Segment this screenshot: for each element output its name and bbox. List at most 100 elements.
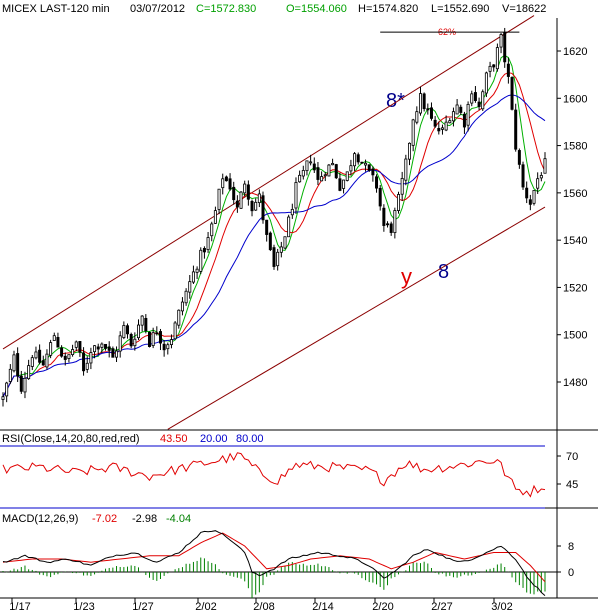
candle-body xyxy=(323,174,327,177)
candle-body xyxy=(202,247,206,253)
candle-body xyxy=(239,191,243,209)
rsi-low-label: 20.00 xyxy=(200,433,228,445)
candle-body xyxy=(451,111,455,122)
x-tick-label: 1/17 xyxy=(9,601,30,613)
candle-body xyxy=(298,174,302,183)
candle-body xyxy=(122,325,126,338)
candle-body xyxy=(415,111,419,123)
candle-body xyxy=(177,309,181,326)
price-y-tick-label: 1520 xyxy=(563,282,587,294)
candle-body xyxy=(492,64,496,68)
candle-body xyxy=(517,150,521,165)
candle-body xyxy=(345,171,349,181)
candle-body xyxy=(16,353,20,377)
candle-body xyxy=(250,200,254,212)
candle-body xyxy=(19,375,23,392)
candle-body xyxy=(38,349,42,363)
candle-body xyxy=(213,210,217,224)
candle-body xyxy=(235,200,239,208)
candle-body xyxy=(188,281,192,293)
candle-body xyxy=(411,119,415,146)
candle-body xyxy=(67,354,71,359)
candle-body xyxy=(371,168,375,176)
candle-body xyxy=(272,247,276,267)
candle-body xyxy=(375,176,379,189)
x-tick-label: 3/02 xyxy=(491,601,512,613)
candle-body xyxy=(56,337,60,348)
candle-body xyxy=(364,162,368,166)
candle-body xyxy=(169,339,173,346)
candle-body xyxy=(510,77,514,110)
candle-body xyxy=(144,317,148,332)
candle-body xyxy=(115,350,119,358)
candle-body xyxy=(265,219,269,235)
candle-body xyxy=(301,170,305,177)
axes-layer: 1480 1500 1520 1540 1560 1580 1600 1620 45 70 0 8 1/… xyxy=(9,46,587,613)
candle-body xyxy=(254,201,258,211)
candle-body xyxy=(338,178,342,191)
rsi-y-tick-label: 70 xyxy=(566,451,578,463)
candle-body xyxy=(173,322,177,340)
price-y-tick-label: 1480 xyxy=(563,377,587,389)
candle-body xyxy=(224,176,228,182)
candle-body xyxy=(184,290,188,304)
candle-body xyxy=(536,178,540,189)
candle-body xyxy=(488,65,492,72)
candle-body xyxy=(393,210,397,234)
candle-body xyxy=(129,333,133,347)
x-tick-label: 2/08 xyxy=(253,601,274,613)
rsi-name-label: RSI(Close,14,20,80,red,red) xyxy=(2,433,140,445)
candle-body xyxy=(158,331,162,344)
low-label: L=1552.690 xyxy=(431,3,489,15)
candle-body xyxy=(418,93,422,114)
candle-body xyxy=(195,268,199,273)
candle-body xyxy=(353,153,357,167)
candle-body xyxy=(268,232,272,251)
x-tick-label: 1/23 xyxy=(73,601,94,613)
candle-body xyxy=(228,178,232,190)
rsi-value-label: 43.50 xyxy=(160,433,188,445)
candle-body xyxy=(473,92,477,101)
candle-body xyxy=(12,354,16,372)
candle-body xyxy=(459,106,463,113)
candle-body xyxy=(312,163,316,171)
candle-body xyxy=(484,72,488,94)
macd-signal-line xyxy=(2,532,546,583)
candle-body xyxy=(96,346,100,350)
candle-body xyxy=(400,178,404,195)
candle-body xyxy=(151,332,155,346)
candle-body xyxy=(320,176,324,182)
candle-body xyxy=(147,331,151,347)
candle-body xyxy=(316,167,320,180)
rsi-pane xyxy=(0,445,546,509)
candle-body xyxy=(180,301,184,312)
price-y-tick-label: 1580 xyxy=(563,141,587,153)
candle-body xyxy=(294,182,298,209)
candle-body xyxy=(107,346,111,351)
candle-body xyxy=(349,165,353,172)
candle-body xyxy=(422,93,426,110)
candle-body xyxy=(506,63,510,77)
moving-average-1-line xyxy=(2,54,546,397)
candle-body xyxy=(386,223,390,226)
price-y-tick-label: 1600 xyxy=(563,93,587,105)
candle-body xyxy=(433,119,437,127)
candle-body xyxy=(495,47,499,70)
candle-body xyxy=(290,208,294,216)
candle-body xyxy=(528,199,532,205)
candle-body xyxy=(232,186,236,201)
candle-body xyxy=(74,341,78,348)
macd-hist-label: -4.04 xyxy=(166,513,191,525)
candle-body xyxy=(305,160,309,172)
candle-body xyxy=(210,223,214,237)
wave-label-8: 8 xyxy=(438,261,449,283)
candle-body xyxy=(356,154,360,163)
candle-body xyxy=(287,216,291,238)
candle-body xyxy=(448,120,452,124)
candle-body xyxy=(437,127,441,132)
candle-body xyxy=(104,343,108,349)
candle-body xyxy=(503,32,507,63)
candle-body xyxy=(470,93,474,104)
candle-body xyxy=(429,107,433,119)
